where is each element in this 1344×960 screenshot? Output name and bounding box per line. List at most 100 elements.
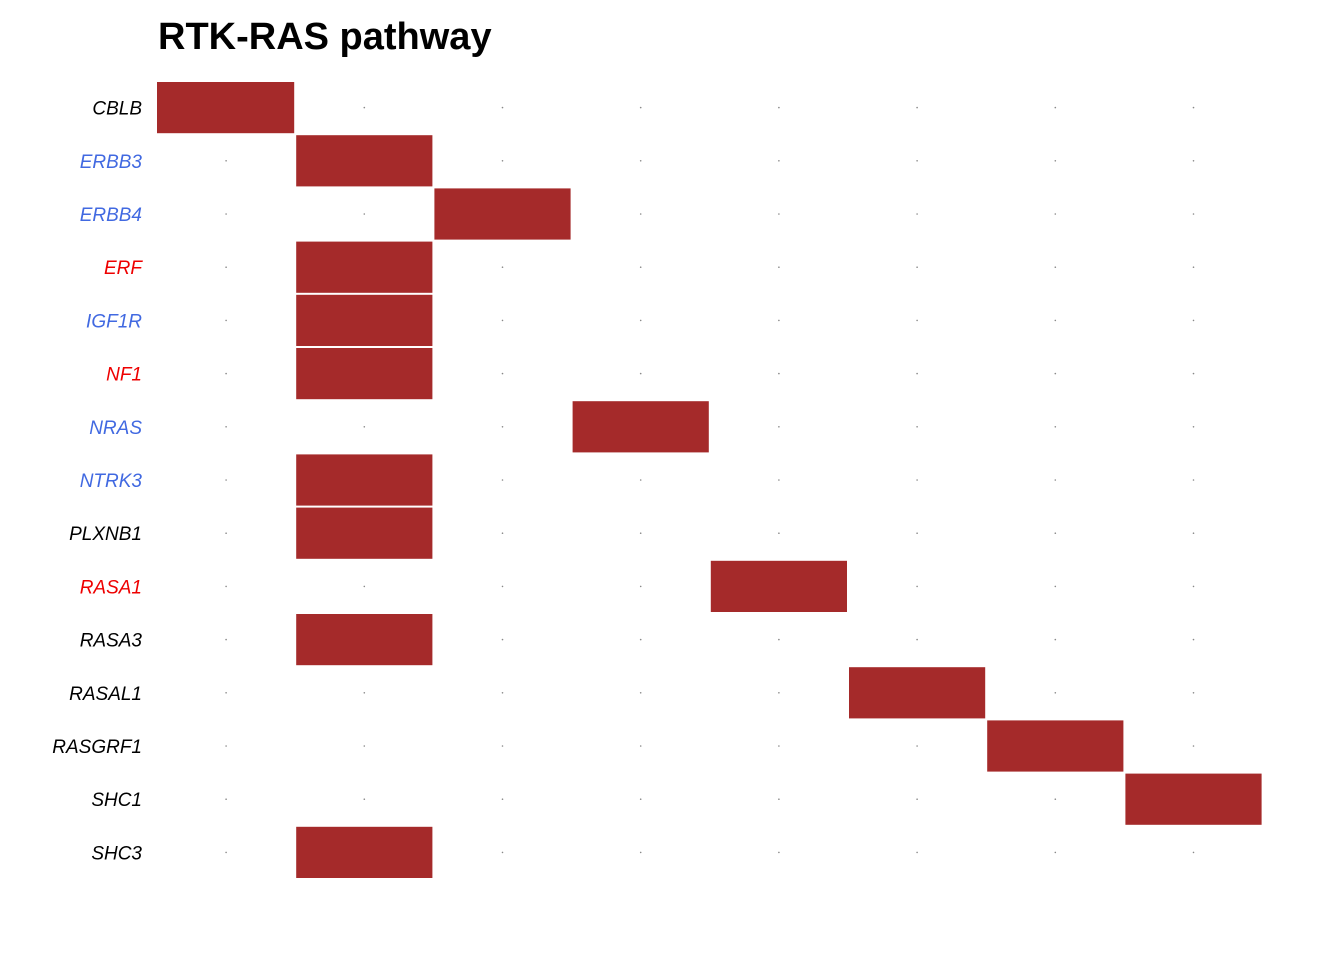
empty-cell-dot [639,213,642,215]
empty-cell-dot [1054,213,1057,215]
empty-cell-dot [501,532,504,534]
empty-cell-dot [778,372,780,375]
alteration-cell [296,348,433,400]
empty-cell-dot [916,213,918,215]
empty-cell-dot [1192,585,1195,588]
empty-cell-dot [501,692,504,694]
empty-cell-dot [1192,319,1195,322]
alteration-cell [296,614,433,666]
empty-cell-dot [363,692,366,694]
empty-cell-dot [639,638,642,641]
empty-cell-dot [225,851,227,854]
empty-cell-dot [501,372,504,375]
empty-cell-dot [1054,638,1057,641]
empty-cell-dot [916,851,918,854]
empty-cell-dot [778,692,780,694]
empty-cell-dot [1192,372,1195,375]
empty-cell-dot [363,745,366,747]
alteration-cell [849,667,986,719]
empty-cell-dot [501,745,504,747]
gene-label-erf: ERF [104,258,143,279]
empty-cell-dot [1054,266,1057,269]
empty-cell-dot [1192,745,1195,747]
empty-cell-dot [778,160,780,162]
empty-cell-dot [916,479,918,481]
gene-label-shc3: SHC3 [91,843,142,864]
alteration-cell [296,454,433,506]
empty-cell-dot [778,798,780,800]
empty-cell-dot [363,426,366,428]
empty-cell-dot [1054,692,1057,694]
empty-cell-dot [225,319,227,322]
empty-cell-dot [363,585,366,588]
empty-cell-dot [778,745,780,747]
alteration-cell [710,560,847,612]
alteration-cell [572,401,709,453]
alteration-cell [296,507,433,559]
empty-cell-dot [639,798,642,800]
empty-cell-dot [225,532,227,534]
empty-cell-dot [225,479,227,481]
empty-cell-dot [225,426,227,428]
chart-title: RTK-RAS pathway [158,16,492,58]
empty-cell-dot [916,798,918,800]
empty-cell-dot [639,372,642,375]
alteration-cell [987,720,1124,772]
empty-cell-dot [501,638,504,641]
gene-label-plxnb1: PLXNB1 [69,524,142,545]
empty-cell-dot [225,638,227,641]
empty-cell-dot [1192,692,1195,694]
empty-cell-dot [639,851,642,854]
gene-label-igf1r: IGF1R [86,311,142,332]
empty-cell-dot [639,266,642,269]
empty-cell-dot [778,479,780,481]
gene-label-cblb: CBLB [92,99,142,120]
empty-cell-dot [1192,532,1195,534]
alteration-cell [296,241,433,293]
alteration-cell [434,188,571,240]
empty-cell-dot [225,266,227,269]
empty-cell-dot [778,851,780,854]
empty-cell-dot [916,745,918,747]
empty-cell-dot [639,106,642,109]
empty-cell-dot [1192,266,1195,269]
empty-cell-dot [1192,160,1195,162]
alteration-cell [296,294,433,346]
empty-cell-dot [501,426,504,428]
empty-cell-dot [1054,106,1057,109]
alteration-cell [296,135,433,187]
empty-cell-dot [501,585,504,588]
empty-cell-dot [1054,479,1057,481]
empty-cell-dot [363,798,366,800]
empty-cell-dot [916,160,918,162]
empty-cell-dot [1192,638,1195,641]
alteration-cell [1125,773,1262,825]
empty-cell-dot [225,585,227,588]
empty-cell-dot [501,319,504,322]
empty-cell-dot [1054,532,1057,534]
empty-cell-dot [916,319,918,322]
empty-cell-dot [501,160,504,162]
gene-label-erbb4: ERBB4 [80,205,142,226]
empty-cell-dot [501,106,504,109]
empty-cell-dot [916,638,918,641]
empty-cell-dot [1192,479,1195,481]
gene-label-nf1: NF1 [106,365,142,386]
empty-cell-dot [639,160,642,162]
empty-cell-dot [225,213,227,215]
empty-cell-dot [778,532,780,534]
gene-label-rasa1: RASA1 [80,577,142,598]
empty-cell-dot [916,106,918,109]
gene-label-rasa3: RASA3 [80,631,143,652]
alteration-cell [296,826,433,878]
empty-cell-dot [916,266,918,269]
empty-cell-dot [778,638,780,641]
empty-cell-dot [639,479,642,481]
empty-cell-dot [778,106,780,109]
empty-cell-dot [363,106,366,109]
empty-cell-dot [778,319,780,322]
empty-cell-dot [501,266,504,269]
empty-cell-dot [225,692,227,694]
empty-cell-dot [778,266,780,269]
gene-label-rasgrf1: RASGRF1 [52,737,142,758]
